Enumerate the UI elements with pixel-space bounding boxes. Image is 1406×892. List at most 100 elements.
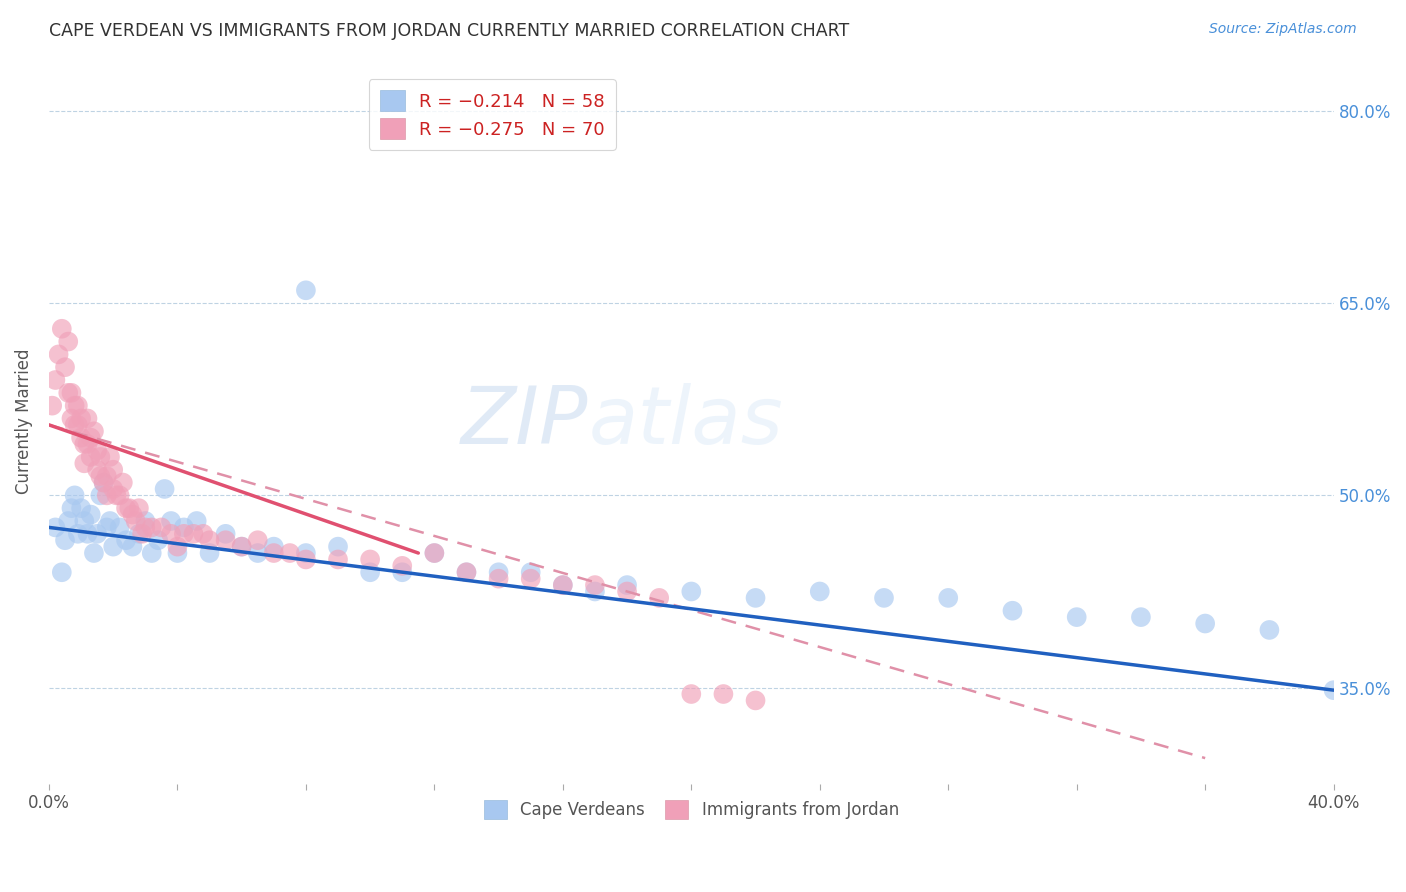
Point (48, 347, 70, 361)
Point (246, 533, 269, 548)
Point (73, 514, 96, 528)
Point (141, 546, 163, 560)
Point (76, 437, 98, 451)
Point (488, 566, 510, 580)
Text: atlas: atlas (589, 383, 783, 460)
Point (744, 591, 766, 605)
Point (66, 417, 89, 432)
Point (198, 546, 221, 560)
Point (160, 514, 183, 528)
Point (198, 533, 221, 548)
Point (551, 578, 574, 592)
Point (111, 475, 134, 490)
Point (51, 566, 73, 580)
Point (551, 578, 574, 592)
Point (93, 475, 115, 490)
Point (1258, 623, 1281, 637)
Point (326, 552, 349, 566)
Point (98, 450, 121, 464)
Point (1066, 610, 1088, 624)
Point (66, 399, 89, 413)
Point (146, 533, 169, 548)
Point (391, 558, 413, 573)
Point (166, 546, 188, 560)
Point (76, 411, 98, 425)
Point (681, 687, 703, 701)
Point (51, 322, 73, 336)
Point (616, 584, 638, 599)
Point (231, 540, 253, 554)
Point (53, 533, 76, 548)
Point (41, 399, 63, 413)
Point (70, 411, 93, 425)
Point (108, 520, 131, 534)
Point (326, 540, 349, 554)
Point (295, 546, 318, 560)
Point (423, 546, 446, 560)
Point (214, 533, 236, 548)
Legend: Cape Verdeans, Immigrants from Jordan: Cape Verdeans, Immigrants from Jordan (477, 794, 905, 826)
Text: Source: ZipAtlas.com: Source: ZipAtlas.com (1209, 22, 1357, 37)
Point (60, 411, 83, 425)
Point (1323, 683, 1346, 698)
Point (105, 488, 128, 502)
Point (118, 501, 141, 516)
Point (173, 520, 195, 534)
Point (191, 526, 214, 541)
Point (519, 572, 541, 586)
Point (160, 526, 183, 541)
Point (80, 508, 103, 522)
Point (488, 572, 510, 586)
Point (63, 488, 86, 502)
Point (1129, 610, 1152, 624)
Point (214, 526, 236, 541)
Point (58, 514, 80, 528)
Point (63, 399, 86, 413)
Point (134, 514, 156, 528)
Point (89, 488, 111, 502)
Point (98, 514, 121, 528)
Point (44, 520, 66, 534)
Point (616, 578, 638, 592)
Point (96, 520, 118, 534)
Point (456, 566, 478, 580)
Point (873, 591, 896, 605)
Point (423, 546, 446, 560)
Point (231, 540, 253, 554)
Point (681, 584, 703, 599)
Point (359, 566, 381, 580)
Point (60, 501, 83, 516)
Point (128, 501, 150, 516)
Point (1194, 616, 1216, 631)
Point (456, 566, 478, 580)
Point (58, 334, 80, 349)
Point (115, 533, 138, 548)
Point (96, 469, 118, 483)
Point (86, 526, 108, 541)
Point (89, 469, 111, 483)
Point (89, 450, 111, 464)
Point (131, 526, 153, 541)
Point (58, 385, 80, 400)
Point (186, 514, 208, 528)
Point (295, 283, 318, 297)
Point (86, 463, 108, 477)
Point (359, 552, 381, 566)
Point (66, 526, 89, 541)
Point (278, 546, 301, 560)
Point (70, 431, 93, 445)
Point (121, 508, 143, 522)
Point (713, 687, 735, 701)
Point (125, 514, 148, 528)
Point (246, 546, 269, 560)
Point (150, 520, 173, 534)
Point (519, 566, 541, 580)
Point (128, 526, 150, 541)
Point (103, 463, 125, 477)
Point (86, 443, 108, 458)
Point (103, 482, 125, 496)
Point (391, 566, 413, 580)
Point (1001, 604, 1024, 618)
Point (744, 693, 766, 707)
Point (53, 360, 76, 375)
